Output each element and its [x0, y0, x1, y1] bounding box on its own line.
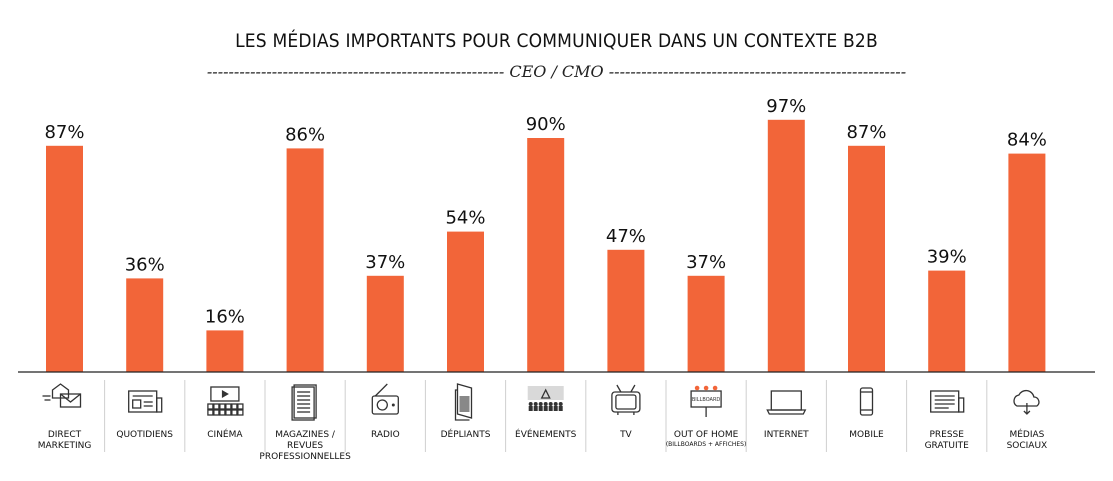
data-label: 37% [365, 252, 405, 273]
leaflet-icon [454, 383, 473, 421]
category-label: MÉDIAS [1009, 428, 1044, 440]
category-label: QUOTIDIENS [116, 430, 173, 440]
category-label: TV [619, 430, 632, 440]
category-label: GRATUITE [925, 441, 970, 451]
category-label: INTERNET [764, 430, 809, 440]
category-label: DIRECT [48, 430, 82, 440]
envelope-mail-icon [42, 383, 82, 408]
category-label: CINÉMA [207, 428, 243, 440]
billboard-icon: BILLBOARD [690, 385, 722, 417]
bar [366, 275, 404, 372]
data-label: 54% [445, 208, 485, 229]
chart-title: LES MÉDIAS IMPORTANTS POUR COMMUNIQUER D… [235, 30, 878, 52]
bar [848, 145, 885, 372]
bar [687, 275, 725, 372]
data-label: 37% [686, 252, 726, 273]
free-press-icon [930, 390, 965, 413]
data-label: 16% [205, 306, 245, 327]
data-label: 90% [526, 114, 566, 135]
bars-group: 87% 36% 16% 86% 37% 54% 90% 47% 37% 97% 87% 39% 84% [44, 96, 1047, 372]
chart-subtitle: ----------------------------------------… [206, 62, 907, 81]
data-label: 86% [285, 124, 325, 145]
laptop-icon [766, 390, 807, 415]
data-label: 36% [125, 254, 165, 275]
category-label: OUT OF HOME [674, 430, 739, 440]
category-label: RADIO [371, 430, 400, 440]
magazine-icon [291, 384, 317, 421]
bar [286, 148, 324, 372]
bar [607, 249, 645, 372]
bar [126, 278, 164, 372]
social-cloud-icon [1013, 389, 1040, 415]
category-label: MAGAZINES / [275, 430, 336, 440]
data-label: 97% [766, 96, 806, 117]
television-icon [611, 384, 641, 415]
bar [1008, 153, 1046, 372]
category-label: PRESSE [929, 430, 964, 440]
category-label: SOCIAUX [1007, 441, 1048, 451]
cinema-screen-icon [207, 386, 244, 416]
bar [767, 119, 805, 372]
category-sublabel: (BILLBOARDS + AFFICHES) [666, 441, 747, 448]
bar [527, 138, 565, 372]
newspaper-icon [128, 390, 163, 413]
smartphone-icon [859, 387, 874, 416]
category-dividers [104, 380, 988, 452]
category-label: REVUES [287, 441, 323, 451]
bar [928, 270, 966, 372]
category-label: PROFESSIONNELLES [259, 452, 351, 462]
radio-icon [371, 383, 399, 415]
data-label: 87% [846, 122, 886, 143]
category-label: MARKETING [38, 441, 92, 451]
audience-event-icon [527, 386, 564, 411]
bar [447, 231, 484, 372]
category-icons: BILLBOARD [42, 383, 1040, 421]
data-label: 39% [927, 247, 967, 268]
data-label: 87% [44, 122, 84, 143]
data-label: 84% [1007, 130, 1047, 151]
category-label: MOBILE [849, 430, 884, 440]
bar [206, 330, 244, 372]
bar [46, 145, 83, 372]
category-label: DÉPLIANTS [441, 428, 491, 440]
category-label: ÉVÉNEMENTS [515, 428, 577, 440]
data-label: 47% [606, 226, 646, 247]
svg-text:BILLBOARD: BILLBOARD [692, 397, 721, 403]
